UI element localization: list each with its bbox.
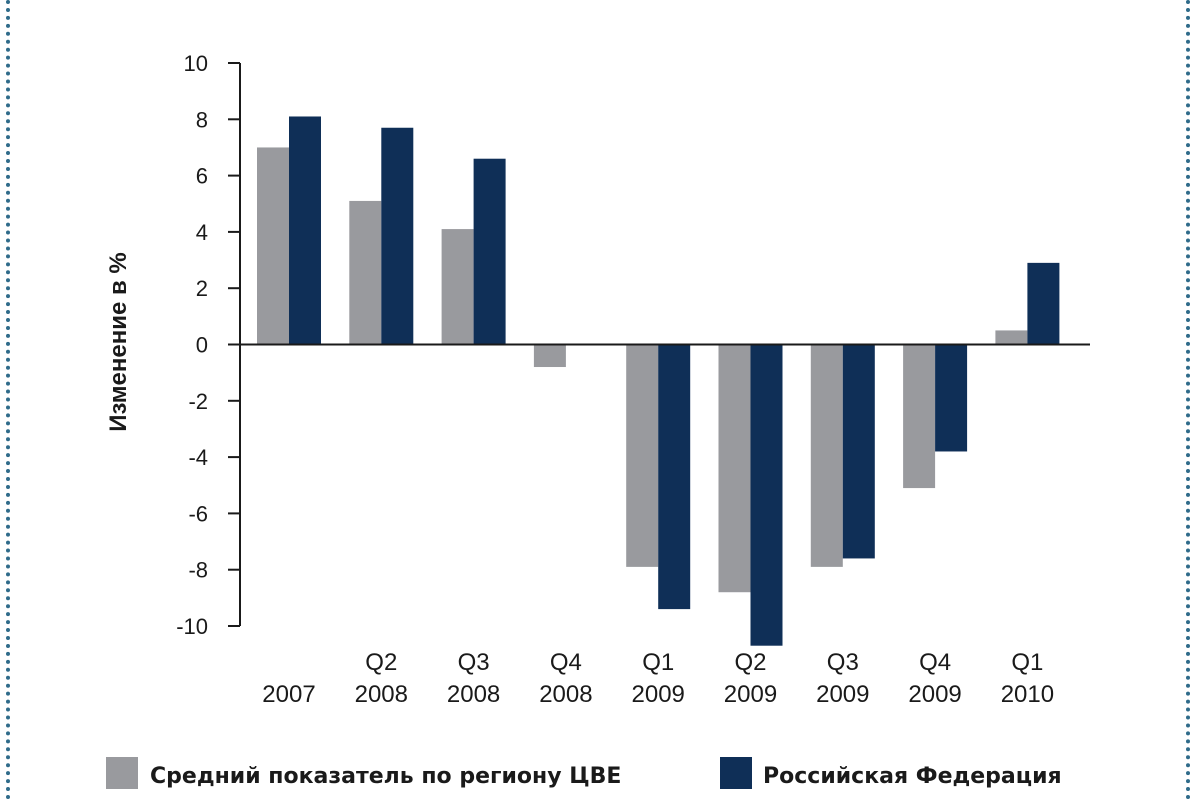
x-category-year: 2008 (447, 681, 500, 708)
bars-group (257, 116, 1060, 646)
legend: Средний показатель по региону ЦВЕ Российс… (106, 757, 1062, 789)
bar-cee (626, 344, 659, 567)
y-tick-label: 0 (196, 333, 208, 358)
y-tick-label: 4 (196, 220, 208, 245)
y-tick-label: 6 (196, 164, 208, 189)
x-category-year: 2009 (632, 681, 685, 708)
y-tick-label: -6 (188, 501, 208, 526)
x-category-year: 2009 (816, 681, 869, 708)
x-category-year: 2007 (262, 681, 315, 708)
labels-group: 10 8 6 4 2 0 -2 -4 -6 -8 -10 2007 Q2 2008 Q3 2008 Q4 2008… (176, 51, 1054, 708)
bar-russia (289, 116, 321, 345)
x-category-quarter: Q1 (1011, 649, 1043, 676)
y-axis-label: Изменение в % (105, 252, 132, 432)
bar-cee (441, 229, 474, 345)
right-dotted-border (1186, 0, 1190, 800)
legend-label: Российская Федерация (763, 764, 1062, 789)
legend-swatch (720, 757, 752, 789)
axes-group (228, 62, 1090, 627)
left-dotted-border (6, 0, 10, 800)
bar-cee (718, 344, 751, 593)
bar-russia (473, 158, 506, 345)
x-category-year: 2010 (1001, 681, 1054, 708)
x-category-quarter: Q2 (365, 649, 397, 676)
bar-cee (995, 330, 1028, 345)
bar-russia (750, 344, 783, 646)
bar-russia (381, 127, 414, 345)
y-tick-label: -8 (188, 558, 208, 583)
x-category-year: 2009 (908, 681, 961, 708)
x-category-quarter: Q3 (827, 649, 859, 676)
bar-russia (658, 344, 691, 610)
legend-swatch (106, 757, 138, 789)
x-category-quarter: Q1 (642, 649, 674, 676)
y-tick-label: 10 (184, 51, 208, 76)
y-tick-label: -2 (188, 389, 208, 414)
y-tick-label: 8 (196, 107, 208, 132)
x-category-quarter: Q4 (919, 649, 951, 676)
x-category-year: 2008 (539, 681, 592, 708)
bar-cee (257, 147, 289, 345)
bar-russia (935, 344, 968, 452)
bar-cee (810, 344, 843, 567)
x-category-year: 2008 (355, 681, 408, 708)
x-category-quarter: Q4 (550, 649, 582, 676)
legend-label: Средний показатель по региону ЦВЕ (150, 764, 621, 789)
y-tick-label: -10 (176, 614, 208, 639)
y-tick-label: -4 (188, 445, 208, 470)
bar-cee (903, 344, 936, 489)
bar-cee (533, 344, 566, 368)
x-category-year: 2009 (724, 681, 777, 708)
y-tick-label: 2 (196, 276, 208, 301)
bar-russia (842, 344, 875, 559)
bar-russia (1027, 262, 1060, 345)
bar-cee (349, 200, 382, 345)
x-category-quarter: Q3 (458, 649, 490, 676)
x-category-quarter: Q2 (734, 649, 766, 676)
